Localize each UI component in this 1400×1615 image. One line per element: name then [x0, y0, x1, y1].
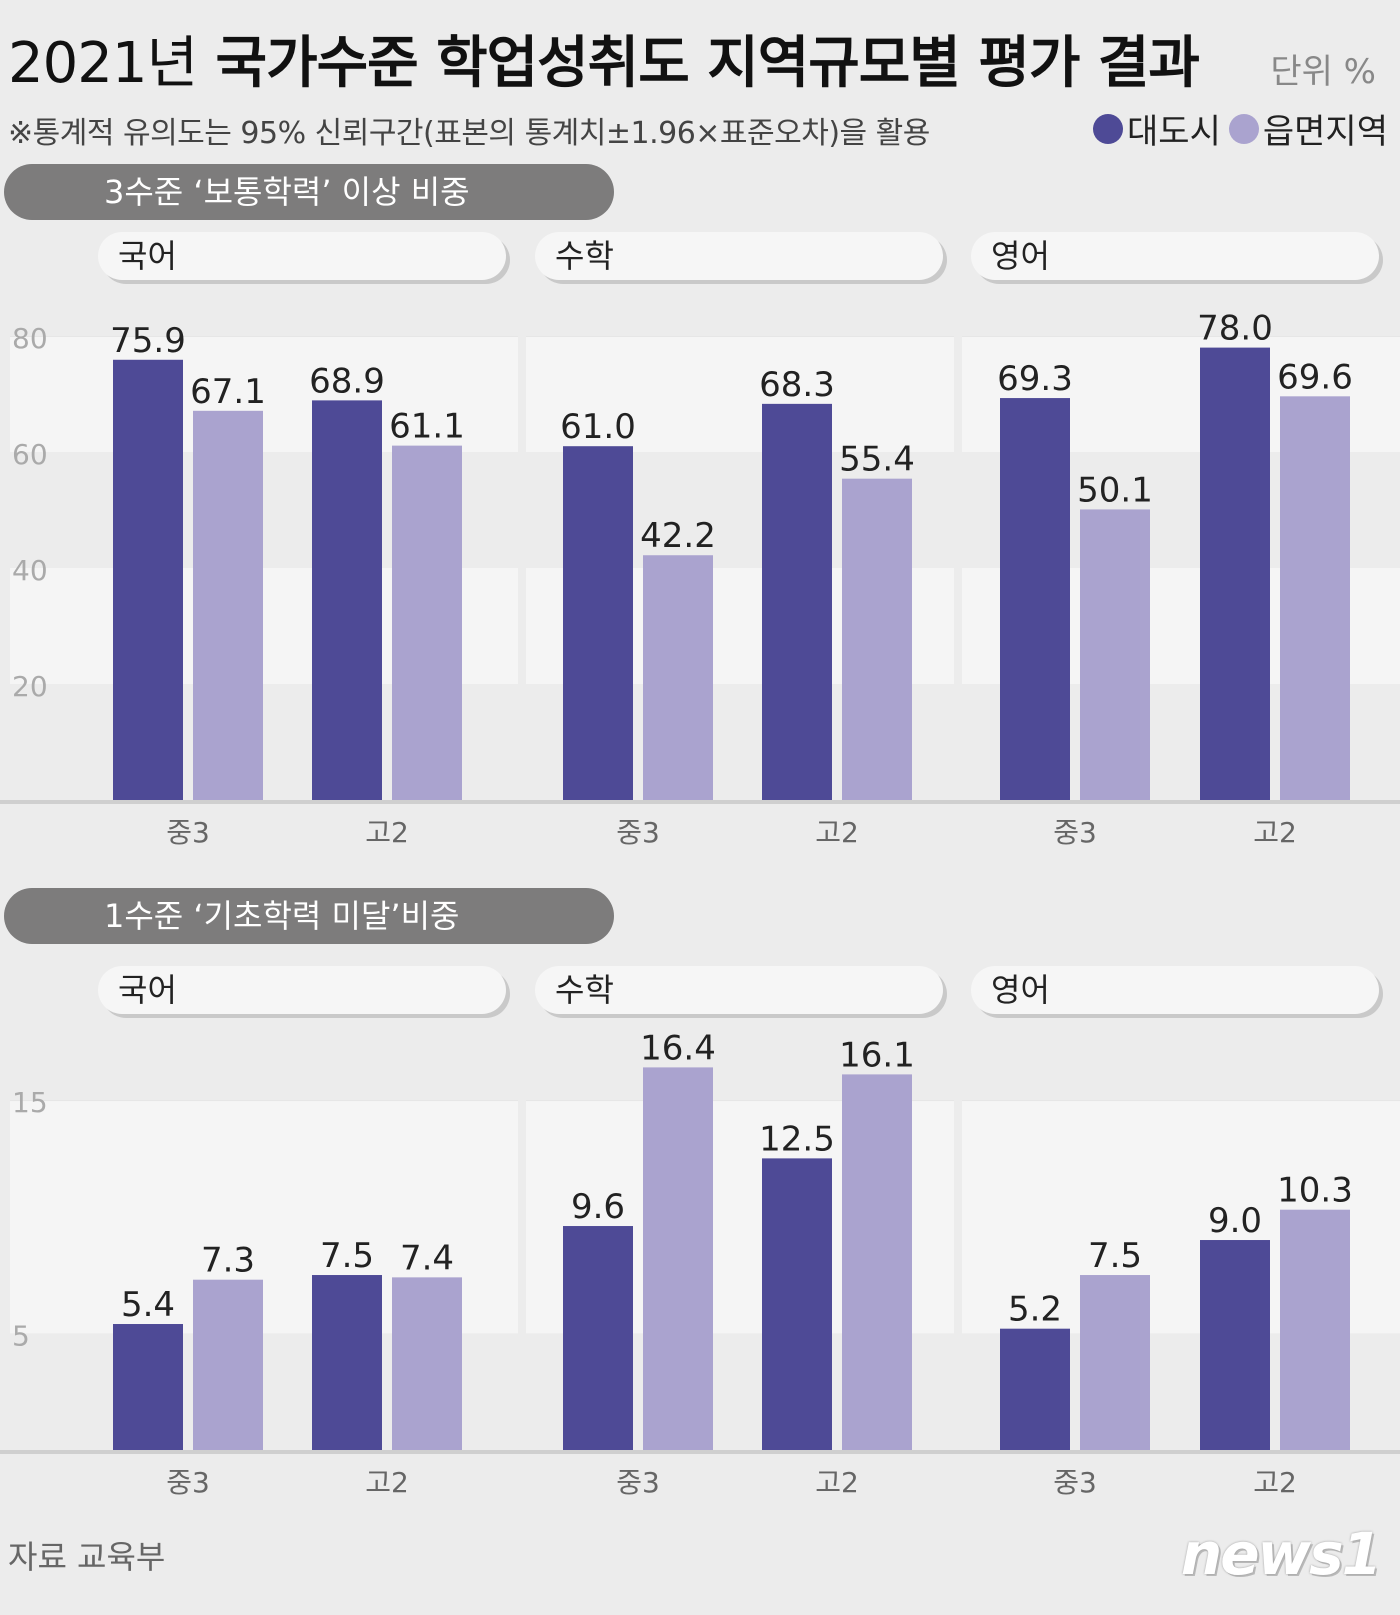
gridline	[10, 336, 518, 337]
legend: 대도시 읍면지역	[1085, 104, 1388, 153]
grid-band	[526, 336, 954, 452]
gridline	[526, 1100, 954, 1102]
x-tick-label: 고2	[1253, 1466, 1297, 1499]
data-label: 5.2	[1008, 1290, 1062, 1330]
y-tick-label: 80	[12, 322, 48, 355]
title-year: 2021년	[8, 31, 198, 96]
legend-label-rural: 읍면지역	[1262, 112, 1388, 152]
data-label: 67.1	[190, 372, 266, 412]
subject-label-english-1: 영어	[971, 232, 1379, 280]
bar-math-중3-rural	[643, 555, 713, 800]
bar-math-중3-metro	[563, 446, 633, 800]
legend-swatch-metro	[1093, 113, 1124, 144]
data-label: 5.4	[121, 1285, 175, 1325]
subject-label-math-2: 수학	[535, 966, 943, 1014]
data-label: 9.0	[1208, 1201, 1262, 1241]
x-tick-label: 중3	[1053, 1466, 1097, 1499]
data-label: 75.9	[110, 321, 186, 361]
y-tick-label: 20	[12, 670, 48, 703]
bar-korean-고2-metro	[312, 1275, 382, 1450]
x-tick-label: 고2	[815, 816, 859, 849]
x-axis-line	[0, 800, 1400, 804]
x-tick-label: 중3	[166, 816, 210, 849]
gridline	[526, 336, 954, 337]
bar-korean-중3-rural	[193, 410, 263, 800]
gridline	[962, 336, 1400, 337]
bar-korean-중3-metro	[113, 1324, 183, 1450]
data-label: 61.0	[560, 407, 636, 447]
bar-english-중3-rural	[1080, 509, 1150, 800]
legend-label-metro: 대도시	[1127, 112, 1221, 152]
data-label: 68.3	[759, 365, 835, 405]
subject-label-korean-2: 국어	[98, 966, 506, 1014]
bar-english-고2-rural	[1280, 396, 1350, 800]
gridline	[10, 1100, 518, 1102]
subject-label-korean-1: 국어	[98, 232, 506, 280]
unit-label: 단위 %	[1270, 52, 1376, 92]
y-tick-label: 5	[12, 1319, 30, 1352]
data-label: 16.1	[839, 1035, 915, 1075]
x-tick-label: 중3	[1053, 816, 1097, 849]
data-label: 12.5	[759, 1119, 835, 1159]
x-tick-label: 중3	[616, 1466, 660, 1499]
legend-swatch-rural	[1228, 113, 1259, 144]
x-tick-label: 중3	[616, 816, 660, 849]
bar-korean-고2-rural	[392, 445, 462, 800]
data-label: 16.4	[640, 1028, 716, 1068]
bar-math-고2-metro	[762, 403, 832, 800]
data-label: 7.3	[201, 1241, 255, 1281]
news1-logo: news1	[1180, 1520, 1382, 1588]
data-label: 7.5	[320, 1236, 374, 1276]
data-label: 10.3	[1277, 1171, 1353, 1211]
data-label: 50.1	[1077, 470, 1153, 510]
bar-math-고2-metro	[762, 1158, 832, 1450]
bar-korean-중3-metro	[113, 359, 183, 800]
x-tick-label: 고2	[815, 1466, 859, 1499]
y-tick-label: 60	[12, 438, 48, 471]
bar-math-고2-rural	[842, 478, 912, 800]
data-label: 7.4	[400, 1238, 454, 1278]
gridline	[962, 1100, 1400, 1102]
section-title-below-basic: 1수준 ‘기초학력 미달’비중	[4, 888, 614, 944]
subject-label-math-1: 수학	[535, 232, 943, 280]
data-label: 69.6	[1277, 357, 1353, 397]
bar-math-중3-rural	[643, 1067, 713, 1450]
bar-korean-고2-metro	[312, 400, 382, 800]
data-label: 78.0	[1197, 309, 1273, 349]
data-label: 7.5	[1088, 1236, 1142, 1276]
data-label: 42.2	[640, 516, 716, 556]
title-main: 국가수준 학업성취도 지역규모별 평가 결과	[215, 31, 1200, 96]
subject-label-english-2: 영어	[971, 966, 1379, 1014]
y-tick-label: 40	[12, 554, 48, 587]
bar-english-중3-rural	[1080, 1275, 1150, 1450]
source-label: 자료 교육부	[8, 1538, 166, 1576]
bar-math-고2-rural	[842, 1074, 912, 1450]
bar-english-중3-metro	[1000, 1328, 1070, 1450]
bar-english-고2-metro	[1200, 1240, 1270, 1450]
data-label: 68.9	[309, 361, 385, 401]
bar-math-중3-metro	[563, 1226, 633, 1450]
y-tick-label: 15	[12, 1086, 48, 1119]
x-tick-label: 고2	[365, 816, 409, 849]
data-label: 9.6	[571, 1187, 625, 1227]
x-tick-label: 중3	[166, 1466, 210, 1499]
data-label: 61.1	[389, 407, 465, 447]
x-tick-label: 고2	[365, 1466, 409, 1499]
bar-english-고2-rural	[1280, 1209, 1350, 1450]
data-label: 69.3	[997, 359, 1073, 399]
chart-title: 2021년 국가수준 학업성취도 지역규모별 평가 결과	[8, 18, 1200, 99]
x-axis-line	[0, 1450, 1400, 1454]
significance-note: ※통계적 유의도는 95% 신뢰구간(표본의 통계치±1.96×표준오차)을 활…	[8, 116, 930, 151]
section-title-proficient: 3수준 ‘보통학력’ 이상 비중	[4, 164, 614, 220]
bar-korean-고2-rural	[392, 1277, 462, 1450]
bar-korean-중3-rural	[193, 1279, 263, 1450]
grid-band	[10, 336, 518, 452]
bar-english-고2-metro	[1200, 347, 1270, 800]
x-tick-label: 고2	[1253, 816, 1297, 849]
bar-english-중3-metro	[1000, 398, 1070, 800]
data-label: 55.4	[839, 440, 915, 480]
